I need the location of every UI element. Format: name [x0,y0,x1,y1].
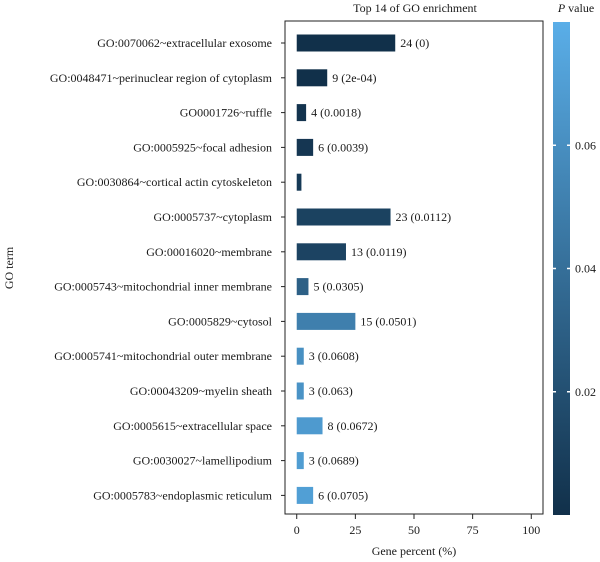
bar [296,34,396,52]
bar-value-label: 23 (0.0112) [396,210,452,224]
bar [296,278,309,296]
x-axis: 0 25 50 75 100 [294,514,540,537]
bar [296,486,314,504]
category-label: GO:0030027~lamellipodium [133,454,273,468]
x-tick-label: 50 [408,523,420,537]
category-label: GO:00043209~myelin sheath [130,384,272,398]
bar-value-label: 15 (0.0501) [360,314,416,328]
bar-value-label: 4 (0.0018) [311,106,361,120]
category-label: GO:0005925~focal adhesion [133,140,272,154]
colorbar-tick-label: 0.06 [575,138,596,152]
bar-value-label: 3 (0.0689) [309,454,359,468]
bar [296,417,323,435]
bars-layer: GO:0070062~extracellular exosome 24 (0) GO… [50,34,452,504]
category-label: GO:0070062~extracellular exosome [97,36,272,50]
category-label: GO:0048471~perinuclear region of cytopla… [50,71,273,85]
colorbar-ticks: 0.02 0.04 0.06 [553,138,596,399]
category-label: GO:0005783~endoplasmic reticulum [93,488,272,502]
category-label: GO:0005737~cytoplasm [154,210,273,224]
bar-value-label: 6 (0.0705) [318,488,368,502]
x-tick-label: 75 [467,523,479,537]
bar [296,173,302,191]
bar [296,382,304,400]
bar-value-label: 8 (0.0672) [328,419,378,433]
bar [296,347,304,365]
colorbar-label-italic: P [557,1,566,15]
bar [296,208,391,226]
bar [296,243,346,261]
bar [296,312,356,330]
bar-value-label: 3 (0.0608) [309,349,359,363]
bar [296,104,307,122]
bar [296,452,304,470]
category-label: GO:0005743~mitochondrial inner membrane [54,280,272,294]
bar-value-label: 9 (2e-04) [332,71,376,85]
y-axis-label: GO term [2,246,16,289]
chart-title: Top 14 of GO enrichment [353,1,477,15]
plot-frame [284,20,544,515]
category-label: GO0001726~ruffle [180,106,272,120]
category-label: GO:00016020~membrane [146,245,272,259]
bar [296,138,314,156]
colorbar-tick-label: 0.02 [575,385,596,399]
x-tick-label: 0 [294,523,300,537]
bar-value-label: 13 (0.0119) [351,245,407,259]
category-label: GO:0030864~cortical actin cytoskeleton [77,175,272,189]
x-tick-label: 100 [522,523,540,537]
category-label: GO:0005741~mitochondrial outer membrane [54,349,272,363]
bar [296,69,328,87]
colorbar [553,22,570,515]
bar-value-label: 5 (0.0305) [313,280,363,294]
colorbar-tick-label: 0.04 [575,262,596,276]
category-label: GO:0005829~cytosol [168,314,272,328]
category-label: GO:0005615~extracellular space [113,419,272,433]
bar-value-label: 24 (0) [400,36,429,50]
x-tick-label: 25 [349,523,361,537]
colorbar-label-rest: value [565,1,594,15]
bar-value-label: 3 (0.063) [309,384,353,398]
x-axis-label: Gene percent (%) [372,544,457,558]
colorbar-label: P value [557,1,594,15]
bar-value-label: 6 (0.0039) [318,140,368,154]
